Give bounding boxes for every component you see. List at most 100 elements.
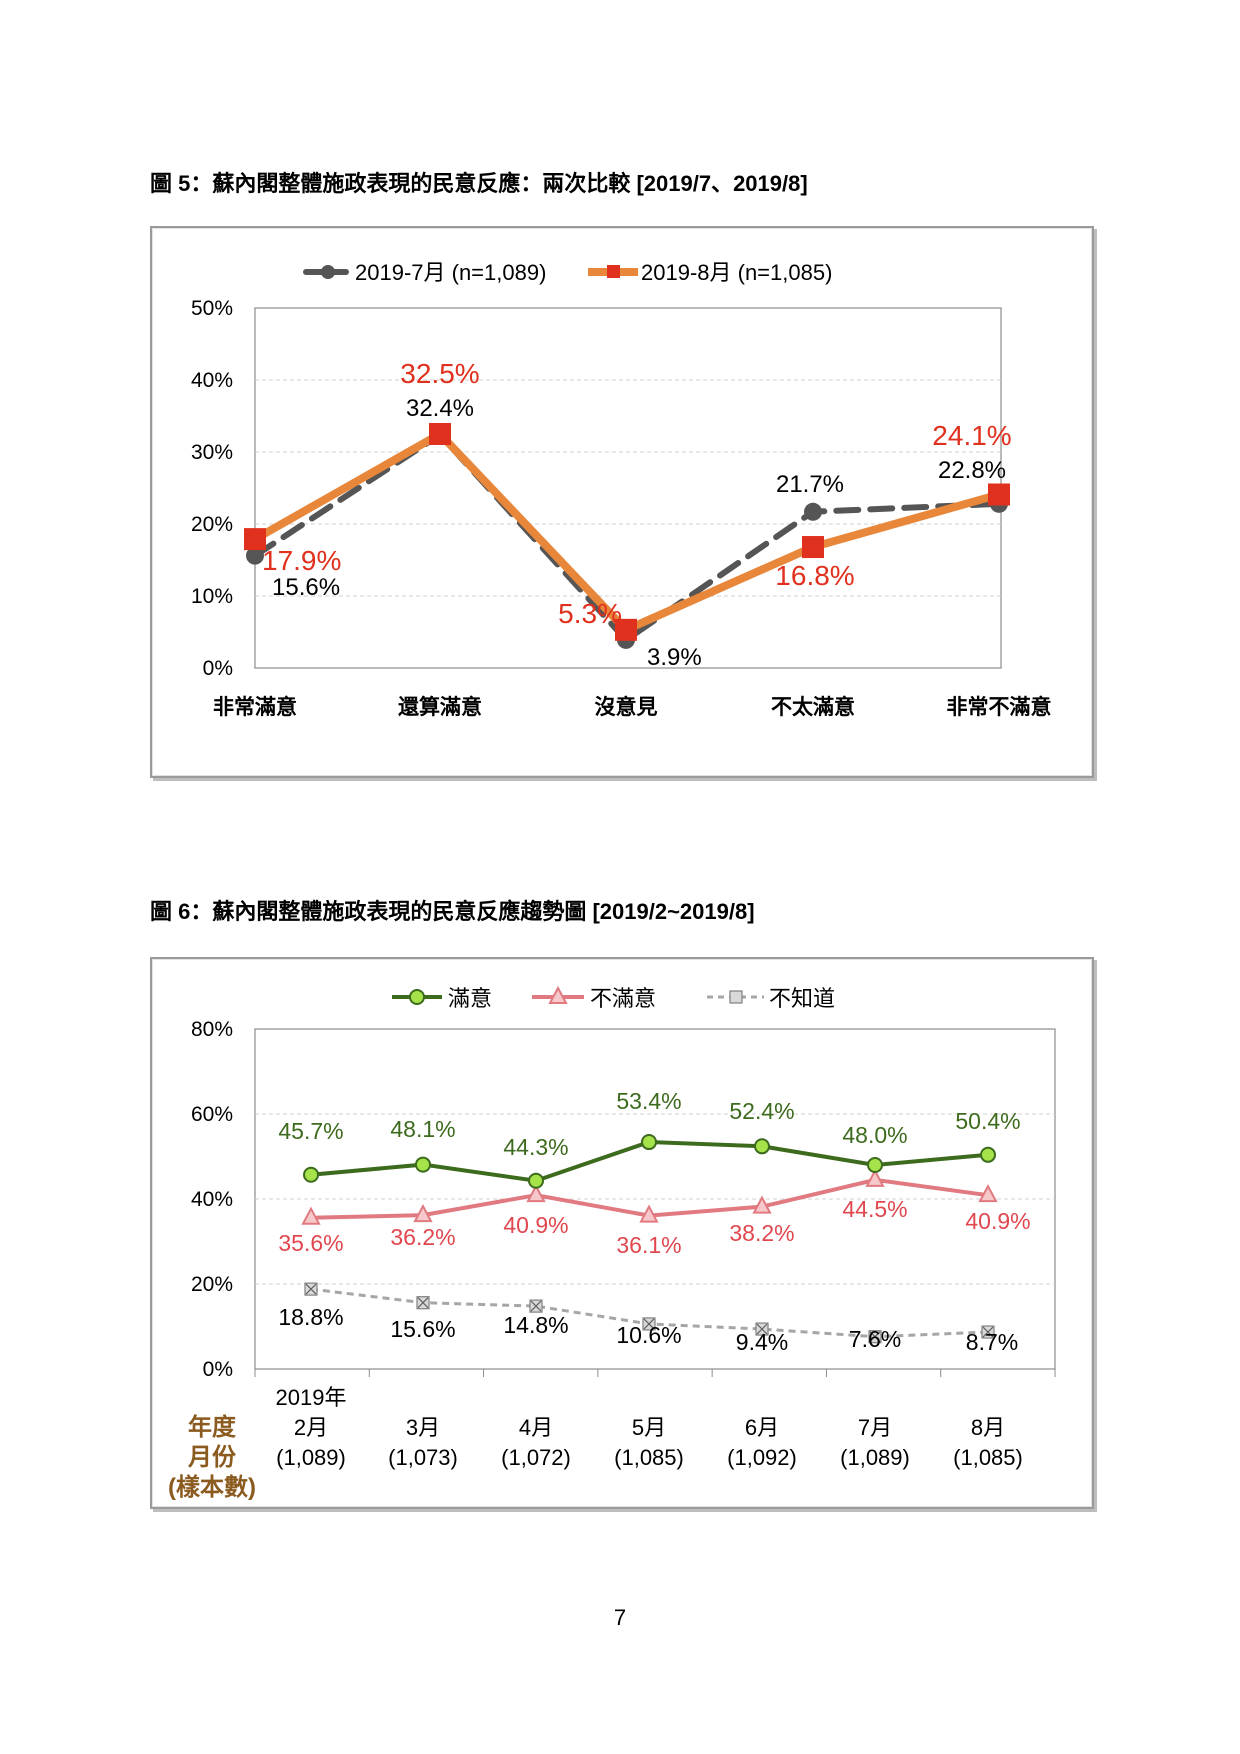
y-tick-label: 0%	[203, 1358, 233, 1381]
series-dissatisfied-data-label: 35.6%	[278, 1230, 343, 1256]
series-dissatisfied-data-label: 44.5%	[842, 1196, 907, 1222]
series-satisfied-data-label: 48.1%	[390, 1116, 455, 1142]
y-tick-label: 40%	[191, 369, 233, 392]
series-august-point	[244, 528, 266, 551]
series-dissatisfied-point	[639, 1204, 659, 1223]
y-tick-label: 20%	[191, 1273, 233, 1296]
plot-area	[254, 307, 1002, 669]
legend-satisfied-marker	[409, 989, 425, 1005]
series-july-data-label: 22.8%	[938, 457, 1006, 484]
series-dont-know-data-label: 7.6%	[849, 1326, 901, 1352]
figure-5-plot: 0% 10% 20% 30% 40% 50% 非常滿意 還算滿意 沒意見 不太滿意 非常不滿意 15.…	[191, 260, 1052, 719]
x-category-label: 6月	[745, 1415, 779, 1440]
x-category-label: 非常滿意	[213, 695, 297, 719]
series-dissatisfied-point	[413, 1204, 433, 1223]
series-august-point	[429, 423, 451, 445]
series-dissatisfied-point	[865, 1168, 885, 1187]
x-category-label: 8月	[971, 1415, 1005, 1440]
series-august-point	[615, 618, 637, 641]
series-satisfied-point	[980, 1146, 996, 1163]
y-tick-label: 30%	[191, 441, 233, 464]
y-tick-label: 10%	[191, 585, 233, 608]
legend-dissatisfied-marker	[548, 985, 568, 1004]
series-july-data-label: 21.7%	[776, 471, 844, 498]
series-august-data-label: 24.1%	[932, 420, 1011, 451]
series-july-data-label: 15.6%	[272, 574, 340, 601]
series-august-data-label: 16.8%	[775, 560, 854, 591]
series-dont-know-point-cross	[643, 1318, 655, 1330]
figure-6-plot: 0% 20% 40% 60% 80% 2019年 2月 (1,089) 3月 (1,073) 4月 (…	[168, 985, 1056, 1501]
series-dissatisfied-point	[752, 1195, 772, 1214]
x-category-label: (1,085)	[614, 1445, 684, 1470]
y-tick-label: 60%	[191, 1103, 233, 1126]
figure-5-chart: 0% 10% 20% 30% 40% 50% 非常滿意 還算滿意 沒意見 不太滿意 非常不滿意 15.…	[150, 226, 1094, 778]
legend-dont-know-marker	[729, 990, 743, 1004]
series-dont-know-point-cross	[869, 1331, 881, 1343]
x-category-label: 4月	[519, 1415, 553, 1440]
legend-july-marker	[321, 265, 335, 279]
figure-6-chart: 0% 20% 40% 60% 80% 2019年 2月 (1,089) 3月 (1,073) 4月 (…	[150, 957, 1094, 1509]
series-satisfied-point	[303, 1166, 319, 1183]
page-number: 7	[613, 1605, 627, 1630]
x-axis-title: 月份	[187, 1444, 237, 1471]
series-satisfied-data-label: 52.4%	[729, 1098, 794, 1124]
series-satisfied-point	[867, 1157, 883, 1173]
series-dont-know-point-cross	[530, 1300, 542, 1312]
series-dissatisfied-data-label: 40.9%	[503, 1212, 568, 1238]
series-dont-know-point-cross	[417, 1297, 429, 1309]
legend-august-label: 2019-8月 (n=1,085)	[641, 260, 832, 285]
figure-6-title: 圖 6：蘇內閣整體施政表現的民意反應趨勢圖 [2019/2~2019/8]	[150, 899, 755, 924]
series-satisfied-data-label: 53.4%	[616, 1088, 681, 1114]
legend-satisfied-label: 滿意	[448, 986, 492, 1011]
series-august-point	[802, 536, 824, 559]
x-category-label: (1,089)	[276, 1445, 346, 1470]
series-july-data-label: 32.4%	[406, 395, 474, 422]
series-dissatisfied-data-label: 36.2%	[390, 1224, 455, 1250]
y-tick-label: 40%	[191, 1188, 233, 1211]
x-category-label: (1,072)	[501, 1445, 571, 1470]
series-dont-know-point-cross	[305, 1283, 317, 1295]
x-category-label: 5月	[632, 1415, 666, 1440]
x-category-label: 不太滿意	[771, 695, 855, 719]
series-satisfied-data-label: 48.0%	[842, 1122, 907, 1148]
x-category-label: 還算滿意	[398, 695, 482, 719]
series-august-point	[988, 483, 1010, 506]
x-category-label: 7月	[858, 1415, 892, 1440]
figure-5-title: 圖 5：蘇內閣整體施政表現的民意反應：兩次比較 [2019/7、2019/8]	[150, 171, 808, 196]
y-tick-label: 20%	[191, 513, 233, 536]
series-august-data-label: 17.9%	[262, 545, 341, 576]
y-tick-label: 80%	[191, 1018, 233, 1041]
x-category-label: 3月	[406, 1415, 440, 1440]
x-category-label: 2月	[294, 1415, 328, 1440]
series-dont-know-data-label: 14.8%	[503, 1312, 568, 1338]
x-axis-title: (樣本數)	[168, 1473, 256, 1501]
x-category-label: (1,073)	[388, 1445, 458, 1470]
x-category-label: (1,085)	[953, 1445, 1023, 1470]
legend-dissatisfied-label: 不滿意	[590, 986, 656, 1011]
series-dont-know-data-label: 15.6%	[390, 1316, 455, 1342]
series-august-data-label: 32.5%	[400, 358, 479, 389]
series-dissatisfied-data-label: 38.2%	[729, 1220, 794, 1246]
series-satisfied-point	[415, 1156, 431, 1173]
series-dont-know-data-label: 18.8%	[278, 1304, 343, 1330]
series-dont-know-data-label: 8.7%	[966, 1329, 1018, 1355]
y-tick-label: 0%	[203, 657, 233, 680]
x-category-label: 沒意見	[595, 695, 658, 719]
series-dissatisfied-point	[526, 1184, 546, 1203]
series-august-line	[253, 430, 1001, 634]
y-tick-label: 50%	[191, 297, 233, 320]
series-july-point	[804, 502, 822, 521]
series-satisfied-point	[528, 1172, 544, 1189]
series-dissatisfied-point	[301, 1206, 321, 1225]
series-dissatisfied-point	[978, 1184, 998, 1203]
series-satisfied-data-label: 44.3%	[503, 1134, 568, 1160]
x-category-label: 2019年	[276, 1385, 347, 1410]
legend-dont-know-label: 不知道	[769, 986, 835, 1011]
series-july-line	[252, 430, 1002, 644]
x-axis-title: 年度	[188, 1413, 237, 1441]
series-dont-know-point-cross	[756, 1323, 768, 1335]
series-dont-know-data-label: 9.4%	[736, 1329, 788, 1355]
series-satisfied-point	[754, 1138, 770, 1155]
series-satisfied-data-label: 45.7%	[278, 1118, 343, 1144]
x-category-label: (1,092)	[727, 1445, 797, 1470]
